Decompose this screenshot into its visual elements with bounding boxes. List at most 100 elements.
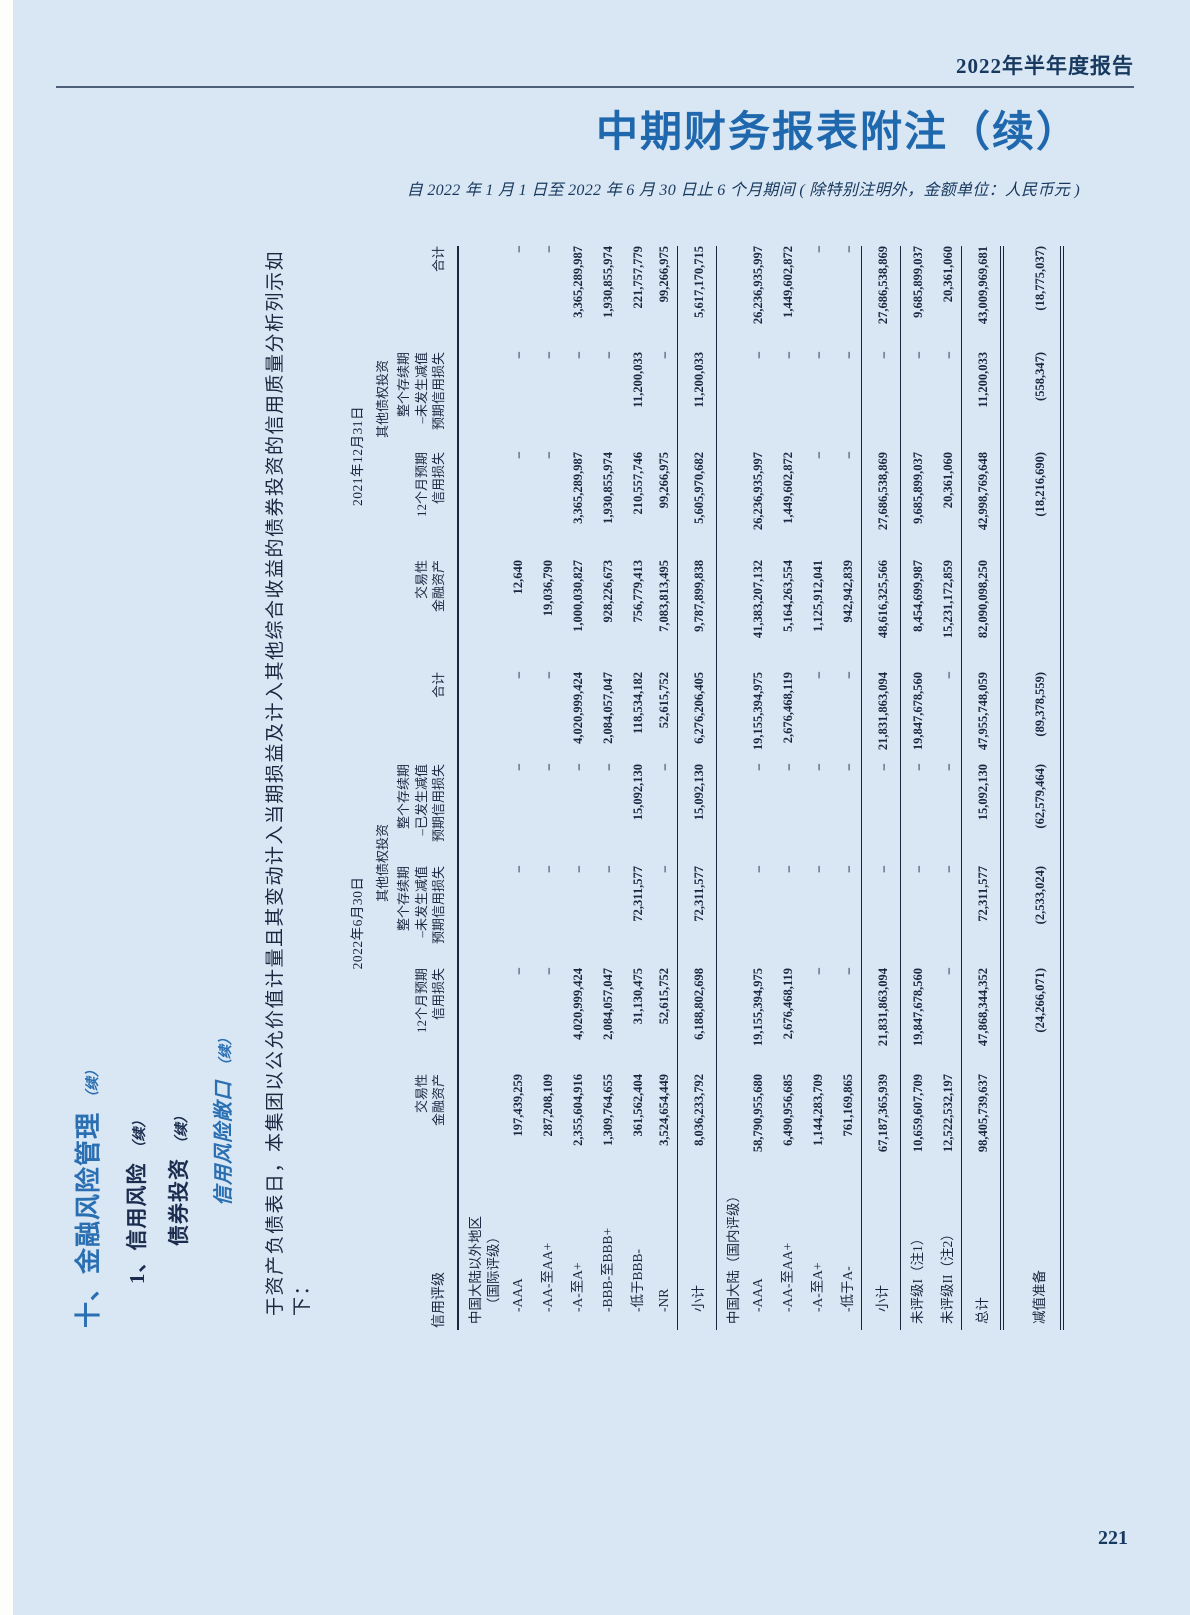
amount-cell: –: [841, 672, 856, 679]
amount-cell: –: [781, 764, 796, 771]
amount-cell: 3,365,289,987: [571, 246, 586, 318]
amount-cell: 26,236,935,997: [751, 452, 766, 531]
amount-cell: 8,454,699,987: [911, 560, 926, 632]
amount-cell: 26,236,935,997: [751, 246, 766, 325]
credit-quality-table: 信用评级 2022年6月30日 2021年12月31日 其他债权投资 其他债权投资 交易性…: [332, 246, 1064, 1330]
amount-cell: –: [571, 866, 586, 873]
amount-cell: –: [511, 866, 526, 873]
amount-cell: 82,090,098,250: [961, 560, 1003, 672]
table-row-data: -AAA 197,439,259 – – – – 12,640 – – –: [505, 246, 531, 1330]
amount-cell: 1,930,855,974: [601, 246, 616, 318]
table-row-subtotal: 小计 8,036,233,792 6,188,802,698 72,311,577 15…: [677, 246, 717, 1330]
amount-cell: –: [811, 452, 826, 459]
amount-cell: 221,757,779: [631, 246, 646, 309]
row-label-cell: 小计: [861, 1180, 901, 1330]
amount-cell: –: [841, 866, 856, 873]
page-subtitle: 自 2022 年 1 月 1 日至 2022 年 6 月 30 日止 6 个月期…: [406, 182, 1080, 199]
amount-cell: 42,998,769,648: [961, 452, 1003, 560]
page-title: 中期财务报表附注（续）: [595, 110, 1080, 156]
amount-cell: 2,084,057,047: [601, 672, 616, 744]
amount-cell: –: [811, 672, 826, 679]
amount-cell: –: [861, 352, 901, 452]
amount-cell: 9,787,899,838: [677, 560, 717, 672]
table-row-group: 中国大陆（国内评级）: [717, 246, 746, 1330]
header-spacer: [372, 672, 393, 764]
amount-cell: –: [841, 246, 856, 253]
amount-cell: 6,490,956,685: [781, 1074, 796, 1146]
table-row-total: 总计 98,405,739,637 47,868,344,352 72,311,577…: [961, 246, 1003, 1330]
amount-cell: 41,383,207,132: [751, 560, 766, 639]
amount-cell: 4,020,999,424: [571, 968, 586, 1040]
amount-cell: 6,188,802,698: [677, 968, 717, 1074]
section-heading-credit-risk: 1、信用风险 （续）: [121, 230, 151, 1285]
row-label-cell: -AAA: [750, 1278, 766, 1312]
amount-cell: –: [841, 452, 856, 459]
column-header-5: 交易性 金融资产: [393, 560, 458, 672]
intro-paragraph: 于资产负债表日，本集团以公允价值计量且其变动计入当期损益及计入其他综合收益的债券…: [265, 249, 313, 1316]
amount-cell: 9,685,899,037: [911, 452, 926, 524]
amount-cell: 5,617,170,715: [677, 246, 717, 352]
amount-cell: 1,930,855,974: [601, 452, 616, 524]
amount-cell: 1,000,030,827: [571, 560, 586, 632]
table-row-data: -AA-至AA+ 6,490,956,685 2,676,468,119 – – 2,67…: [771, 246, 801, 1330]
column-header-3: 整个存续期 –已发生减值 预期信用损失: [393, 764, 458, 866]
amount-cell: (18,775,037): [1002, 246, 1063, 352]
table-row-group: 中国大陆以外地区 （国际评级）: [458, 246, 505, 1330]
amount-cell: 19,847,678,560: [911, 672, 926, 751]
amount-cell: [1002, 1074, 1063, 1180]
amount-cell: 6,276,206,405: [677, 672, 717, 764]
amount-cell: –: [841, 352, 856, 359]
row-header-credit-rating: 信用评级: [332, 1180, 458, 1330]
amount-cell: (24,266,071): [1002, 968, 1063, 1074]
row-label-cell: 减值准备: [1002, 1180, 1063, 1330]
amount-cell: 5,605,970,682: [677, 452, 717, 560]
period-header-1: 2021年12月31日: [350, 406, 365, 506]
amount-cell: (18,216,690): [1002, 452, 1063, 560]
amount-cell: 20,361,060: [941, 452, 956, 509]
header-spacer: [372, 452, 393, 560]
row-label-cell: 中国大陆以外地区 （国际评级）: [467, 1216, 501, 1324]
table-row-subtotal: 小计 67,187,365,939 21,831,863,094– –21,831,8…: [861, 246, 901, 1330]
amount-cell: 118,534,182: [631, 672, 646, 734]
table-row-data: -AAA 58,790,955,680 19,155,394,975 – – 19,155…: [745, 246, 771, 1330]
amount-cell: –: [861, 764, 901, 866]
amount-cell: 5,164,263,554: [781, 560, 796, 632]
amount-cell: –: [601, 352, 616, 359]
group-spacer-cell: [458, 246, 505, 1180]
column-header-6: 12个月预期 信用损失: [393, 452, 458, 560]
amount-cell: 2,084,057,047: [601, 968, 616, 1040]
amount-cell: 27,686,538,869: [861, 246, 901, 352]
header-spacer: [372, 246, 393, 352]
other-debt-investment-header: 其他债权投资: [375, 824, 390, 903]
row-label-cell: 总计: [961, 1180, 1003, 1330]
header-spacer: [372, 968, 393, 1074]
amount-cell: 2,355,604,916: [571, 1074, 586, 1146]
amount-cell: –: [941, 764, 956, 771]
amount-cell: 19,155,394,975: [751, 968, 766, 1047]
amount-cell: 67,187,365,939: [861, 1074, 901, 1180]
row-label-cell: 未评级I（注1）: [910, 1231, 926, 1324]
amount-cell: –: [601, 866, 616, 873]
row-label-cell: -AAA: [510, 1278, 526, 1312]
amount-cell: 197,439,259: [511, 1074, 526, 1137]
amount-cell: 12,522,532,197: [941, 1074, 956, 1153]
amount-cell: –: [911, 866, 926, 873]
amount-cell: 1,449,602,872: [781, 246, 796, 318]
continued-marker: （续）: [175, 1109, 190, 1151]
amount-cell: (62,579,464): [1002, 764, 1063, 866]
amount-cell: –: [541, 866, 556, 873]
header-rule: [56, 86, 1134, 88]
amount-cell: –: [861, 866, 901, 968]
continued-marker: （续）: [86, 1062, 101, 1105]
amount-cell: –: [541, 672, 556, 679]
column-header-7: 整个存续期 –未发生减值 预期信用损失: [393, 352, 458, 452]
amount-cell: 11,200,033: [961, 352, 1003, 452]
amount-cell: 361,562,404: [631, 1074, 646, 1137]
column-header-2: 整个存续期 –未发生减值 预期信用损失: [393, 866, 458, 968]
amount-cell: –: [811, 866, 826, 873]
amount-cell: –: [941, 352, 956, 359]
amount-cell: 11,200,033: [677, 352, 717, 452]
row-label-cell: -NR: [656, 1288, 672, 1312]
amount-cell: –: [811, 352, 826, 359]
